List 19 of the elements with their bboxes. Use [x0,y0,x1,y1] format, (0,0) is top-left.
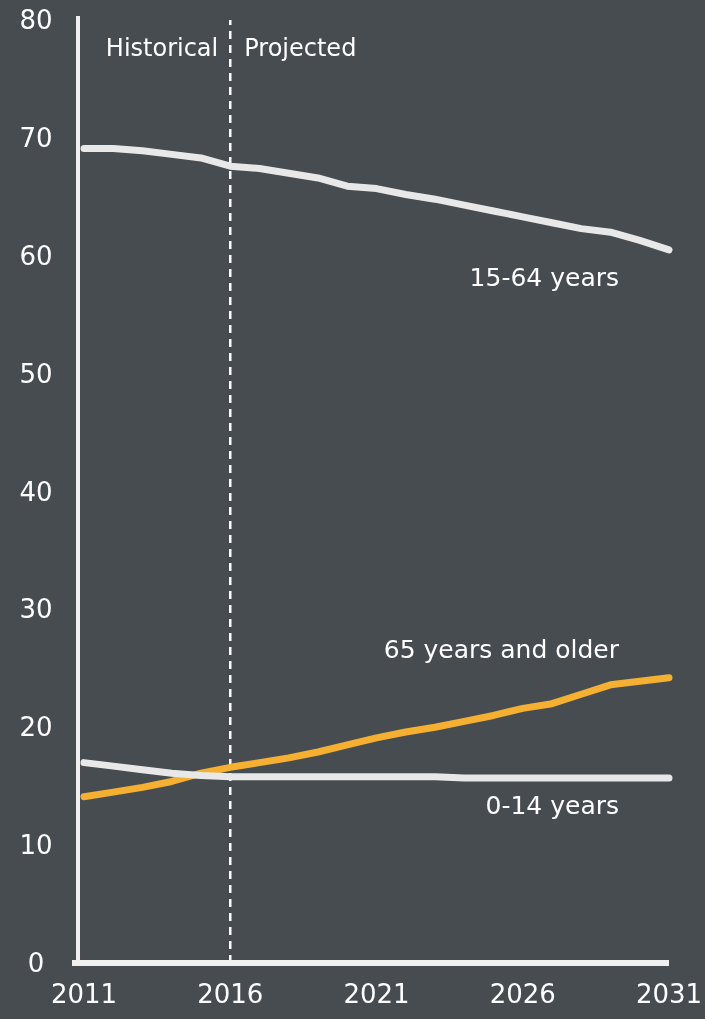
y-tick-label: 70 [19,122,53,153]
x-tick-label: 2021 [343,979,410,1009]
y-tick-label: 10 [19,830,53,861]
series-label: 0-14 years [485,790,619,820]
x-tick-label: 2011 [50,979,118,1009]
annotation: Projected [244,34,357,62]
y-tick-label: 0 [27,948,45,978]
y-tick-label: 20 [19,712,53,743]
series-label: 65 years and older [383,634,620,664]
x-tick-label: 2026 [489,979,556,1009]
y-tick-label: 40 [19,476,53,507]
y-tick-label: 60 [19,240,53,271]
annotation: Historical [105,34,219,62]
series-label: 15-64 years [469,262,619,292]
x-tick-label: 2016 [197,979,264,1009]
y-tick-label: 50 [19,358,53,389]
y-tick-label: 80 [19,5,53,35]
x-tick-label: 2031 [635,979,703,1009]
y-tick-label: 30 [19,594,53,625]
